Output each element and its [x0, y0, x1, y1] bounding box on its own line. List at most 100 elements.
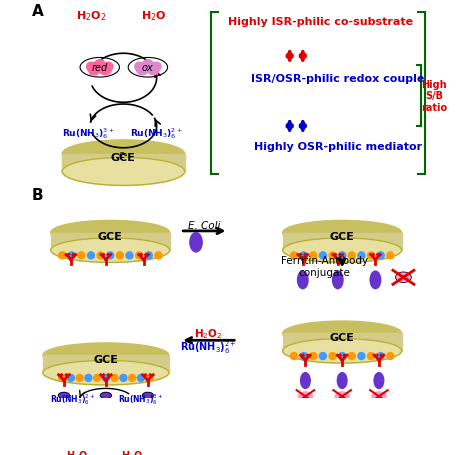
Circle shape	[67, 374, 74, 382]
Text: GCE: GCE	[111, 153, 136, 163]
Circle shape	[88, 63, 100, 76]
Text: Ru(NH$_3$)$_6^{2+}$: Ru(NH$_3$)$_6^{2+}$	[180, 338, 237, 355]
Text: High
S/B
ratio: High S/B ratio	[421, 80, 447, 113]
Ellipse shape	[43, 361, 169, 385]
Ellipse shape	[57, 423, 71, 431]
Ellipse shape	[372, 392, 386, 401]
Circle shape	[120, 374, 127, 382]
Circle shape	[97, 253, 104, 259]
Ellipse shape	[59, 404, 69, 419]
Circle shape	[135, 63, 144, 72]
Circle shape	[367, 353, 374, 360]
FancyBboxPatch shape	[43, 355, 169, 373]
Circle shape	[59, 374, 65, 382]
Ellipse shape	[283, 339, 401, 363]
Text: Highly OSR-philic mediator: Highly OSR-philic mediator	[254, 142, 422, 152]
Ellipse shape	[333, 272, 343, 289]
Ellipse shape	[100, 393, 111, 399]
Ellipse shape	[370, 272, 381, 289]
Circle shape	[348, 253, 356, 259]
Circle shape	[387, 253, 394, 259]
Circle shape	[291, 353, 298, 360]
Text: H$_2$O$_2$: H$_2$O$_2$	[66, 448, 93, 455]
Circle shape	[147, 63, 159, 76]
Ellipse shape	[99, 423, 113, 431]
Text: ox: ox	[142, 63, 154, 73]
Ellipse shape	[283, 238, 401, 263]
Circle shape	[377, 353, 384, 360]
Circle shape	[310, 353, 317, 360]
Ellipse shape	[51, 221, 170, 245]
Circle shape	[107, 253, 114, 259]
Circle shape	[94, 374, 100, 382]
Circle shape	[78, 253, 85, 259]
Ellipse shape	[298, 272, 308, 289]
Circle shape	[137, 63, 148, 76]
Ellipse shape	[51, 238, 170, 263]
Text: red: red	[91, 63, 108, 73]
Circle shape	[88, 253, 94, 259]
Circle shape	[387, 353, 394, 360]
FancyBboxPatch shape	[51, 233, 170, 251]
Circle shape	[145, 253, 152, 259]
Circle shape	[338, 253, 346, 259]
Text: GCE: GCE	[98, 232, 123, 242]
Circle shape	[87, 63, 95, 72]
Ellipse shape	[58, 393, 69, 399]
Circle shape	[348, 353, 356, 360]
Text: A: A	[31, 5, 43, 19]
Ellipse shape	[283, 321, 401, 346]
FancyBboxPatch shape	[62, 155, 185, 172]
Text: e-: e-	[118, 150, 128, 160]
Circle shape	[142, 61, 154, 71]
Circle shape	[155, 253, 162, 259]
FancyBboxPatch shape	[283, 334, 401, 351]
Text: Highly ISR-philic co-substrate: Highly ISR-philic co-substrate	[228, 17, 413, 27]
Ellipse shape	[62, 158, 185, 186]
Circle shape	[358, 353, 365, 360]
Text: B: B	[31, 188, 43, 203]
Circle shape	[102, 374, 109, 382]
Ellipse shape	[395, 273, 411, 283]
Ellipse shape	[100, 404, 111, 419]
Circle shape	[111, 374, 118, 382]
Circle shape	[104, 63, 113, 72]
Ellipse shape	[141, 423, 155, 431]
Circle shape	[300, 253, 307, 259]
Circle shape	[152, 63, 161, 72]
Circle shape	[338, 353, 346, 360]
Circle shape	[68, 253, 75, 259]
Circle shape	[76, 374, 83, 382]
Text: Ru(NH$_3$)$_6^{3+}$: Ru(NH$_3$)$_6^{3+}$	[118, 392, 164, 406]
Circle shape	[59, 253, 65, 259]
Ellipse shape	[43, 343, 169, 368]
Circle shape	[117, 253, 123, 259]
Circle shape	[94, 61, 105, 71]
Text: H$_2$O: H$_2$O	[121, 448, 144, 455]
Text: Ru(NH$_3$)$_6^{2+}$: Ru(NH$_3$)$_6^{2+}$	[50, 392, 95, 406]
Circle shape	[128, 374, 136, 382]
Circle shape	[329, 253, 336, 259]
Ellipse shape	[299, 392, 312, 401]
Circle shape	[99, 63, 111, 76]
Circle shape	[300, 353, 307, 360]
Circle shape	[367, 253, 374, 259]
Circle shape	[310, 253, 317, 259]
Circle shape	[126, 253, 133, 259]
Text: H$_2$O$_2$: H$_2$O$_2$	[76, 9, 106, 23]
Text: Ru(NH$_3$)$_6^{2+}$: Ru(NH$_3$)$_6^{2+}$	[130, 126, 183, 141]
Ellipse shape	[190, 233, 202, 253]
Circle shape	[136, 253, 143, 259]
Circle shape	[319, 253, 327, 259]
Ellipse shape	[142, 393, 154, 399]
Text: ISR/OSR-philic redox couple: ISR/OSR-philic redox couple	[251, 74, 425, 84]
Text: GCE: GCE	[93, 354, 118, 364]
Text: GCE: GCE	[330, 332, 355, 342]
Circle shape	[377, 253, 384, 259]
Ellipse shape	[301, 373, 310, 389]
Circle shape	[319, 353, 327, 360]
Ellipse shape	[283, 221, 401, 245]
Circle shape	[329, 353, 336, 360]
Ellipse shape	[337, 373, 347, 389]
Text: GCE: GCE	[330, 232, 355, 242]
